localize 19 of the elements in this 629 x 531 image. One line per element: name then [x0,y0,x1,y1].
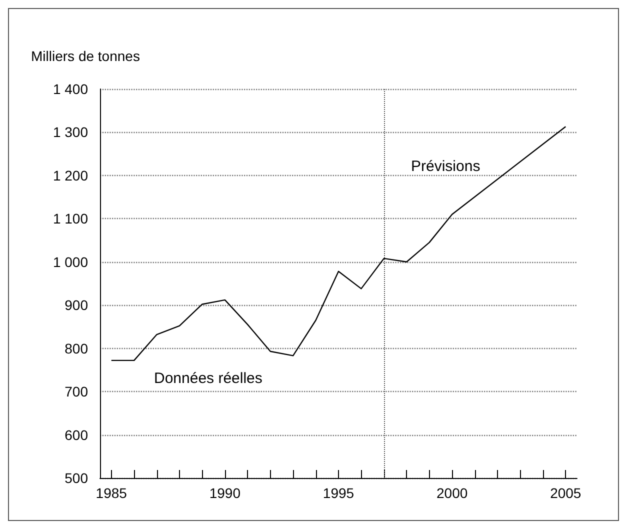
x-tick-label: 2005 [550,485,582,501]
x-tick-label: 1995 [322,485,354,501]
y-tick-label: 1 000 [52,254,88,270]
x-tick-label: 1985 [96,485,128,501]
y-tick-label: 900 [64,297,88,314]
line-series [110,126,566,362]
annotation: Données réelles [154,370,262,387]
y-tick-label: 1 200 [52,167,88,184]
y-tick-label: 800 [64,340,88,356]
y-tick-label: 700 [64,384,88,400]
y-tick-label: 1 400 [52,81,88,97]
y-tick-label: 1 100 [52,210,88,227]
y-tick-label: 500 [64,470,88,486]
x-tick-label: 2000 [436,485,468,501]
annotation: Prévisions [411,158,480,175]
x-tick-label: 1990 [209,485,241,501]
y-axis-title: Milliers de tonnes [31,48,140,64]
y-tick-label: 600 [64,426,88,443]
y-tick-label: 1 300 [52,124,88,140]
